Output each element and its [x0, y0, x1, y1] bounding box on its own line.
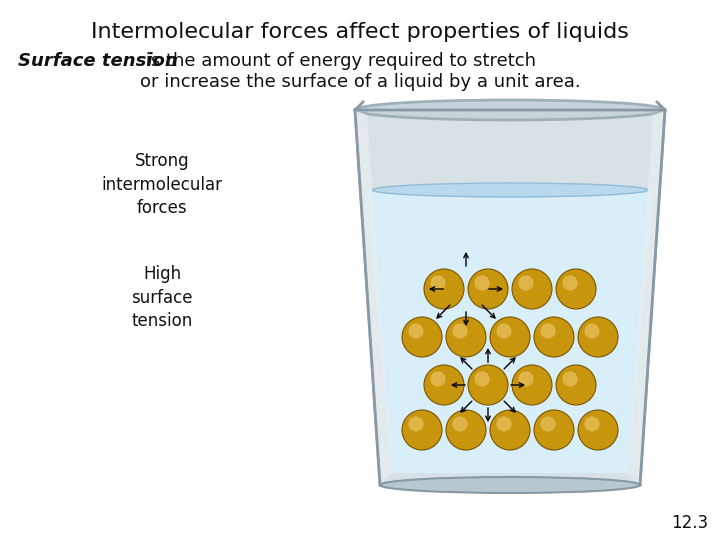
Circle shape [534, 410, 574, 450]
Circle shape [585, 416, 600, 431]
Polygon shape [367, 190, 653, 473]
Circle shape [490, 410, 530, 450]
Text: is the amount of energy required to stretch
or increase the surface of a liquid : is the amount of energy required to stre… [140, 52, 580, 91]
Text: High
surface
tension: High surface tension [131, 265, 193, 330]
Circle shape [424, 269, 464, 309]
Circle shape [562, 372, 577, 387]
Text: Intermolecular forces affect properties of liquids: Intermolecular forces affect properties … [91, 22, 629, 42]
Polygon shape [355, 110, 392, 485]
Circle shape [402, 317, 442, 357]
Circle shape [446, 317, 486, 357]
Circle shape [496, 416, 512, 431]
Circle shape [431, 275, 446, 291]
Circle shape [452, 416, 467, 431]
Polygon shape [355, 110, 665, 485]
Circle shape [408, 323, 423, 339]
Circle shape [578, 317, 618, 357]
Circle shape [578, 410, 618, 450]
Circle shape [424, 365, 464, 405]
Circle shape [585, 323, 600, 339]
Text: Surface tension: Surface tension [18, 52, 178, 70]
Circle shape [474, 372, 490, 387]
Circle shape [468, 269, 508, 309]
Ellipse shape [372, 183, 648, 197]
Circle shape [408, 416, 423, 431]
Circle shape [541, 416, 556, 431]
Circle shape [446, 410, 486, 450]
Circle shape [490, 317, 530, 357]
Circle shape [518, 275, 534, 291]
Circle shape [474, 275, 490, 291]
Circle shape [468, 365, 508, 405]
Circle shape [534, 317, 574, 357]
Circle shape [518, 372, 534, 387]
Circle shape [512, 365, 552, 405]
Ellipse shape [380, 477, 640, 493]
Text: Strong
intermolecular
forces: Strong intermolecular forces [102, 152, 222, 217]
Circle shape [452, 323, 467, 339]
Ellipse shape [355, 100, 665, 120]
Circle shape [562, 275, 577, 291]
Circle shape [556, 365, 596, 405]
Circle shape [541, 323, 556, 339]
Circle shape [512, 269, 552, 309]
Circle shape [556, 269, 596, 309]
Text: 12.3: 12.3 [671, 514, 708, 532]
Circle shape [496, 323, 512, 339]
Polygon shape [628, 110, 665, 485]
Circle shape [402, 410, 442, 450]
Circle shape [431, 372, 446, 387]
